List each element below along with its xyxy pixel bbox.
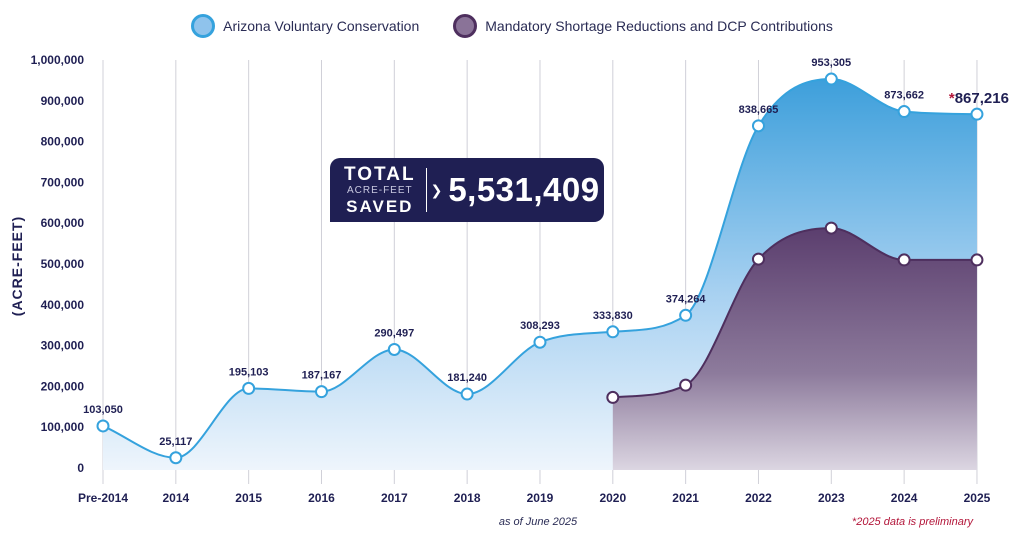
point-voluntary-2018	[460, 387, 474, 401]
total-value: 5,531,409	[448, 171, 600, 208]
legend-swatch-voluntary	[191, 14, 216, 38]
point-voluntary-2025	[970, 107, 984, 121]
y-tick-200000: 200,000	[41, 379, 85, 393]
x-tick-2014: 2014	[162, 491, 189, 505]
point-voluntary-2024	[897, 105, 911, 119]
point-mandatory-2022	[751, 252, 765, 266]
legend-label-mandatory: Mandatory Shortage Reductions and DCP Co…	[485, 18, 833, 34]
y-tick-500000: 500,000	[41, 257, 85, 271]
y-tick-600000: 600,000	[41, 216, 85, 230]
x-tick-2022: 2022	[745, 491, 772, 505]
data-label-2016: 187,167	[302, 370, 342, 382]
data-label-2025: *867,216	[949, 90, 1009, 107]
point-voluntary-2020	[606, 325, 620, 339]
total-saved-callout: TOTAL ACRE-FEET SAVED ❯ 5,531,409	[330, 158, 604, 222]
y-tick-900000: 900,000	[41, 94, 85, 108]
point-voluntary-2016	[314, 385, 328, 399]
chevron-right-icon: ❯	[430, 181, 443, 198]
data-label-2022: 838,665	[739, 104, 779, 116]
x-tick-2024: 2024	[891, 491, 918, 505]
point-voluntary-2015	[242, 381, 256, 395]
x-tick-2020: 2020	[599, 491, 626, 505]
data-label-2019: 308,293	[520, 320, 560, 332]
legend-item-voluntary[interactable]: Arizona Voluntary Conservation	[191, 14, 419, 38]
as-of-note: as of June 2025	[499, 516, 578, 528]
legend-item-mandatory[interactable]: Mandatory Shortage Reductions and DCP Co…	[453, 14, 833, 38]
y-tick-700000: 700,000	[41, 175, 85, 189]
x-tick-2018: 2018	[454, 491, 481, 505]
legend: Arizona Voluntary Conservation Mandatory…	[0, 12, 1024, 40]
point-voluntary-2017	[387, 342, 401, 356]
data-label-2018: 181,240	[447, 372, 487, 384]
total-caption: TOTAL ACRE-FEET SAVED	[344, 165, 416, 215]
x-tick-2019: 2019	[527, 491, 554, 505]
point-mandatory-2021	[679, 378, 693, 392]
y-tick-800000: 800,000	[41, 135, 85, 149]
point-mandatory-2023	[824, 221, 838, 235]
y-tick-400000: 400,000	[41, 298, 85, 312]
y-tick-100000: 100,000	[41, 420, 85, 434]
data-label-2017: 290,497	[374, 327, 414, 339]
total-divider	[425, 168, 427, 212]
data-label-2023: 953,305	[811, 57, 851, 69]
y-axis-title: (ACRE-FEET)	[9, 216, 25, 316]
x-tick-2021: 2021	[672, 491, 699, 505]
x-tick-2016: 2016	[308, 491, 335, 505]
point-voluntary-2021	[679, 308, 693, 322]
x-tick-2017: 2017	[381, 491, 408, 505]
total-unit: ACRE-FEET	[346, 185, 413, 196]
point-voluntary-Pre-2014	[96, 419, 110, 433]
legend-swatch-mandatory	[453, 14, 478, 38]
total-saved-word: SAVED	[346, 197, 414, 216]
data-label-2021: 374,264	[666, 293, 707, 305]
point-voluntary-2019	[533, 335, 547, 349]
x-tick-2023: 2023	[818, 491, 845, 505]
point-voluntary-2023	[824, 72, 838, 86]
point-mandatory-2020	[606, 390, 620, 404]
area-mandatory	[612, 228, 977, 470]
data-label-2014: 25,117	[159, 436, 192, 448]
data-label-2015: 195,103	[229, 366, 269, 378]
y-tick-0: 0	[77, 461, 84, 475]
total-word: TOTAL	[344, 164, 416, 185]
y-tick-1000000: 1,000,000	[31, 53, 85, 67]
point-mandatory-2025	[970, 253, 984, 267]
x-tick-Pre-2014: Pre-2014	[78, 491, 128, 505]
y-tick-300000: 300,000	[41, 339, 85, 353]
point-voluntary-2014	[169, 451, 183, 465]
x-tick-2025: 2025	[964, 491, 991, 505]
legend-label-voluntary: Arizona Voluntary Conservation	[223, 18, 420, 34]
data-label-Pre-2014: 103,050	[83, 404, 123, 416]
data-label-2020: 333,830	[593, 310, 633, 322]
point-voluntary-2022	[751, 119, 765, 133]
data-label-2024: 873,662	[884, 90, 924, 102]
point-mandatory-2024	[897, 253, 911, 267]
preliminary-note: *2025 data is preliminary	[852, 516, 975, 528]
x-tick-2015: 2015	[235, 491, 262, 505]
